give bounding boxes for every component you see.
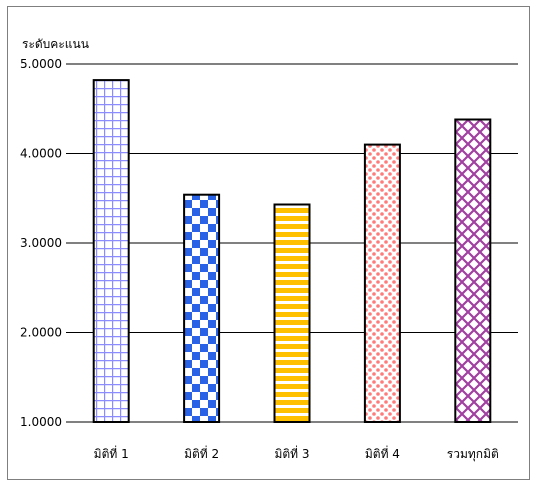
y-tick-label: 4.0000 bbox=[20, 147, 62, 161]
y-tick-label: 2.0000 bbox=[20, 326, 62, 340]
y-tick-labels: 1.0000 2.0000 3.0000 4.0000 5.0000 bbox=[20, 57, 62, 429]
bar-1 bbox=[92, 79, 130, 423]
x-tick-label: รวมทุกมิติ bbox=[447, 447, 499, 462]
y-axis-label: ระดับคะแนน bbox=[22, 37, 89, 51]
x-tick-label: มิติที่ 4 bbox=[365, 445, 400, 461]
x-tick-label: มิติที่ 3 bbox=[274, 445, 309, 461]
bars bbox=[92, 79, 492, 423]
chart-frame bbox=[7, 6, 530, 480]
y-tick-label: 3.0000 bbox=[20, 236, 62, 250]
bar-3 bbox=[273, 203, 311, 423]
x-tick-labels: มิติที่ 1 มิติที่ 2 มิติที่ 3 มิติที่ 4 รวมท… bbox=[94, 445, 499, 462]
x-tick-label: มิติที่ 1 bbox=[94, 445, 129, 461]
bar-4 bbox=[363, 143, 401, 423]
y-tick-label: 5.0000 bbox=[20, 57, 62, 71]
bar-2 bbox=[183, 193, 221, 423]
y-tick-label: 1.0000 bbox=[20, 415, 62, 429]
x-tick-label: มิติที่ 2 bbox=[184, 445, 219, 461]
bar-5 bbox=[454, 118, 492, 423]
